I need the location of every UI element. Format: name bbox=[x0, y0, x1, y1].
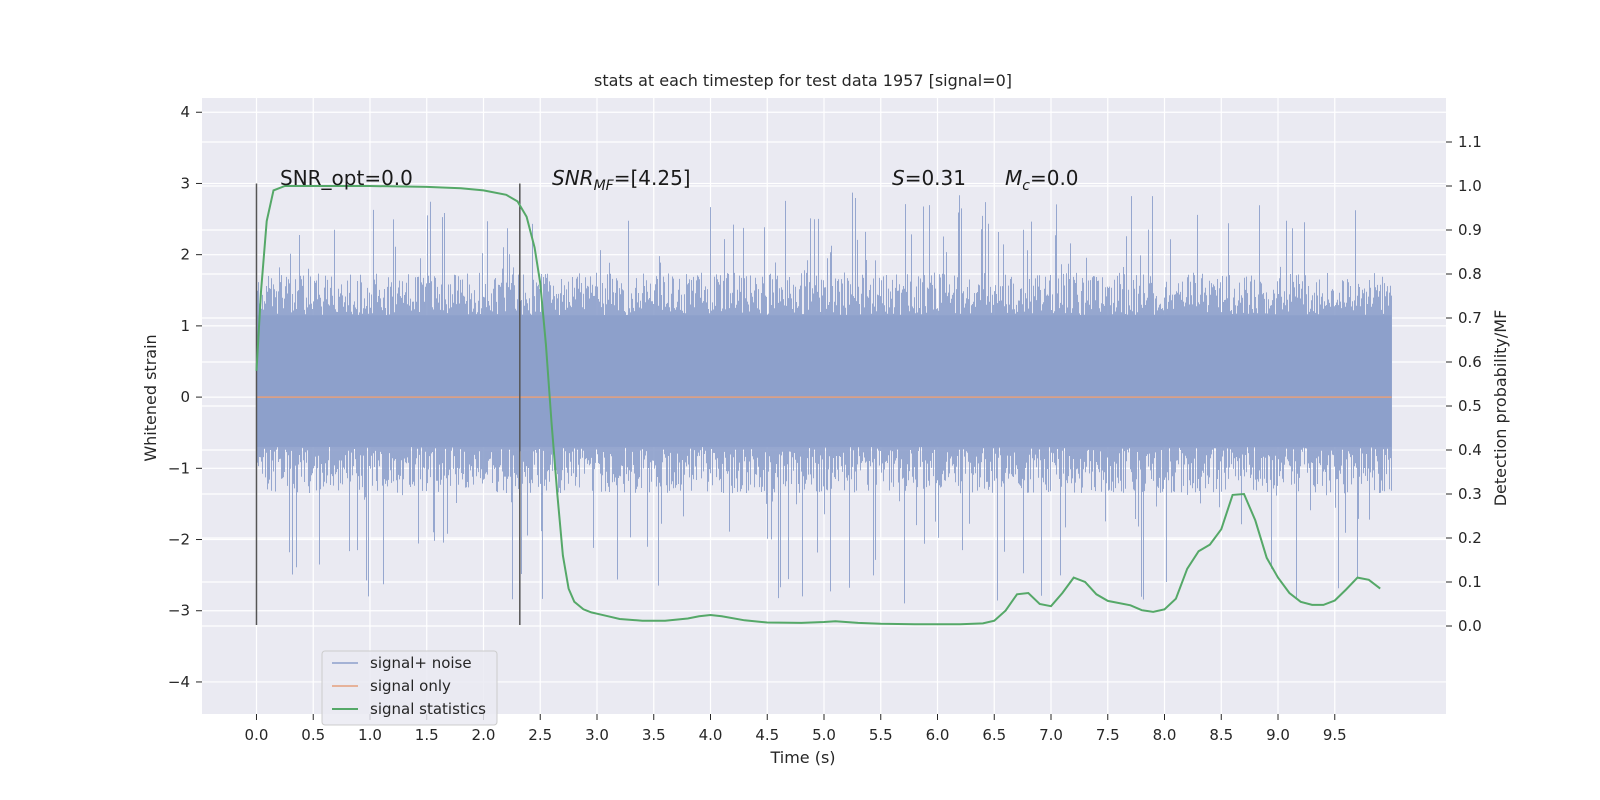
legend-label-signal-only: signal only bbox=[370, 677, 451, 695]
x-tick-label: 7.0 bbox=[1039, 726, 1063, 744]
y-left-tick-label: −3 bbox=[168, 602, 190, 620]
signal-statistics-line bbox=[255, 185, 1381, 626]
x-tick-label: 0.0 bbox=[245, 726, 269, 744]
y-left-tick-label: 3 bbox=[180, 174, 190, 192]
x-tick-label: 0.5 bbox=[301, 726, 325, 744]
legend-label-signal-noise: signal+ noise bbox=[370, 654, 472, 672]
x-tick-label: 6.5 bbox=[982, 726, 1006, 744]
y-left-tick-label: 0 bbox=[180, 388, 190, 406]
x-tick-label: 1.5 bbox=[415, 726, 439, 744]
y-right-axis-ticks: 1.1 1.0 0.9 0.8 0.7 0.6 0.5 0.4 0.3 0.2 0.1 0.0 bbox=[1446, 133, 1482, 635]
x-tick-label: 5.0 bbox=[812, 726, 836, 744]
y-left-tick-label: 1 bbox=[180, 317, 190, 335]
y-right-tick-label: 0.2 bbox=[1458, 529, 1482, 547]
y-right-tick-label: 0.0 bbox=[1458, 617, 1482, 635]
x-axis-label: Time (s) bbox=[769, 748, 835, 767]
signal-statistics-series bbox=[255, 185, 1381, 626]
x-axis-ticks: 0.0 0.5 1.0 1.5 2.0 2.5 3.0 3.5 4.0 4.5 5.0 5.5 6.0 6… bbox=[245, 714, 1347, 744]
y-right-tick-label: 0.9 bbox=[1458, 221, 1482, 239]
y-right-tick-label: 0.7 bbox=[1458, 309, 1482, 327]
y-left-tick-label: −4 bbox=[168, 673, 190, 691]
y-right-tick-label: 0.6 bbox=[1458, 353, 1482, 371]
y-left-tick-label: 4 bbox=[180, 103, 190, 121]
x-tick-label: 3.5 bbox=[642, 726, 666, 744]
chart-title: stats at each timestep for test data 195… bbox=[594, 71, 1012, 90]
x-tick-label: 2.5 bbox=[528, 726, 552, 744]
y-right-tick-label: 1.1 bbox=[1458, 133, 1482, 151]
y-right-tick-label: 0.1 bbox=[1458, 573, 1482, 591]
vertical-markers bbox=[255, 183, 521, 625]
annotation-s: S=0.31 bbox=[892, 166, 966, 190]
y-left-axis-label: Whitened strain bbox=[141, 334, 160, 461]
annotation-mc: Mc=0.0 bbox=[1005, 166, 1079, 194]
y-left-tick-label: 2 bbox=[180, 246, 190, 264]
x-tick-label: 6.0 bbox=[926, 726, 950, 744]
y-left-tick-label: −1 bbox=[168, 459, 190, 477]
x-tick-label: 8.5 bbox=[1209, 726, 1233, 744]
x-tick-label: 9.5 bbox=[1323, 726, 1347, 744]
x-tick-label: 8.0 bbox=[1153, 726, 1177, 744]
x-tick-label: 5.5 bbox=[869, 726, 893, 744]
legend-box bbox=[321, 650, 498, 726]
annotation-snr-mf: SNRMF=[4.25] bbox=[552, 166, 691, 194]
x-tick-label: 1.0 bbox=[358, 726, 382, 744]
y-left-axis-ticks: 4 3 2 1 0 −1 −2 −3 −4 bbox=[168, 103, 202, 691]
legend: signal+ noise signal only signal statist… bbox=[321, 650, 498, 726]
y-right-tick-label: 0.4 bbox=[1458, 441, 1482, 459]
signal-noise-series bbox=[256, 192, 1392, 604]
y-right-tick-label: 0.8 bbox=[1458, 265, 1482, 283]
x-tick-label: 9.0 bbox=[1266, 726, 1290, 744]
y-right-tick-label: 0.5 bbox=[1458, 397, 1482, 415]
legend-label-signal-statistics: signal statistics bbox=[370, 700, 486, 718]
x-tick-label: 4.0 bbox=[699, 726, 723, 744]
annotation-snr-opt: SNR_opt=0.0 bbox=[280, 166, 413, 190]
y-right-tick-label: 1.0 bbox=[1458, 177, 1482, 195]
y-right-axis-label: Detection probability/MF bbox=[1491, 310, 1510, 507]
x-tick-label: 2.0 bbox=[472, 726, 496, 744]
x-tick-label: 7.5 bbox=[1096, 726, 1120, 744]
y-right-tick-label: 0.3 bbox=[1458, 485, 1482, 503]
x-tick-label: 4.5 bbox=[755, 726, 779, 744]
x-tick-label: 3.0 bbox=[585, 726, 609, 744]
y-left-tick-label: −2 bbox=[168, 531, 190, 549]
